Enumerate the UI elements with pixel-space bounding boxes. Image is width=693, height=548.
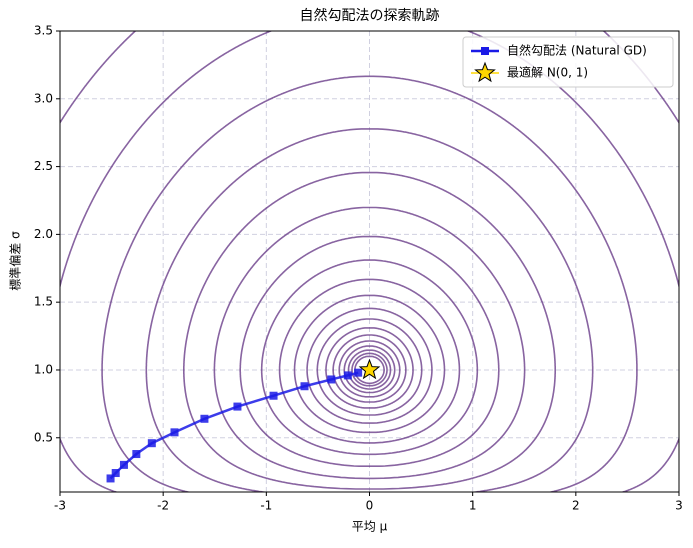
x-tick-label: 2 (572, 499, 580, 513)
marks (106, 358, 381, 483)
y-tick-label: 3.0 (34, 91, 53, 105)
trajectory-point (269, 391, 278, 400)
optimum-star (358, 358, 381, 380)
legend-label: 自然勾配法 (Natural GD) (507, 43, 647, 58)
legend-box (462, 36, 674, 88)
y-tick-label: 2.5 (34, 159, 53, 173)
axes: -3 -2 -1 0 1 2 3 0.5 1.0 1.5 2.0 2.5 3.0 3.5 (34, 24, 683, 513)
trajectory-point (327, 375, 336, 384)
trajectory-point (354, 368, 363, 377)
legend-label: 最適解 N(0, 1) (507, 65, 588, 80)
trajectory-point (119, 460, 128, 469)
contour-line (145, 128, 594, 492)
trajectory-point (200, 414, 209, 423)
contour-line (278, 278, 461, 444)
trajectory-point (106, 474, 115, 483)
y-tick-label: 2.0 (34, 227, 53, 241)
y-axis-label: 標準偏差 σ (8, 231, 23, 291)
trajectory-point (147, 439, 156, 448)
contour-line (101, 75, 638, 492)
x-tick-label: 1 (469, 499, 477, 513)
y-tick-label: 1.0 (34, 362, 53, 376)
trajectory-point (170, 428, 179, 437)
x-tick-label: 3 (675, 499, 683, 513)
y-tick-label: 1.5 (34, 295, 53, 309)
x-axis-label: 平均 μ (352, 520, 388, 534)
chart-title: 自然勾配法の探索軌跡 (300, 7, 440, 24)
trajectory-point (300, 382, 309, 391)
trajectory-point (343, 371, 352, 380)
contour-line (293, 294, 446, 434)
x-tick-label: -2 (157, 499, 169, 513)
x-tick-label: -1 (260, 499, 272, 513)
contour-line (213, 206, 526, 480)
y-tick-label: 3.5 (34, 24, 53, 38)
contour-line (239, 235, 500, 467)
trajectory-point (111, 469, 120, 478)
legend-marker (474, 61, 496, 83)
trajectory-point (132, 450, 141, 459)
legend: 自然勾配法 (Natural GD) 最適解 N(0, 1) (462, 36, 674, 88)
trajectory-point (233, 402, 242, 411)
x-tick-label: 0 (366, 499, 374, 513)
contour-line (260, 259, 479, 456)
x-tick-label: -3 (54, 499, 66, 513)
contour-line (183, 171, 556, 490)
y-tick-label: 0.5 (34, 430, 53, 444)
legend-marker (481, 47, 489, 55)
